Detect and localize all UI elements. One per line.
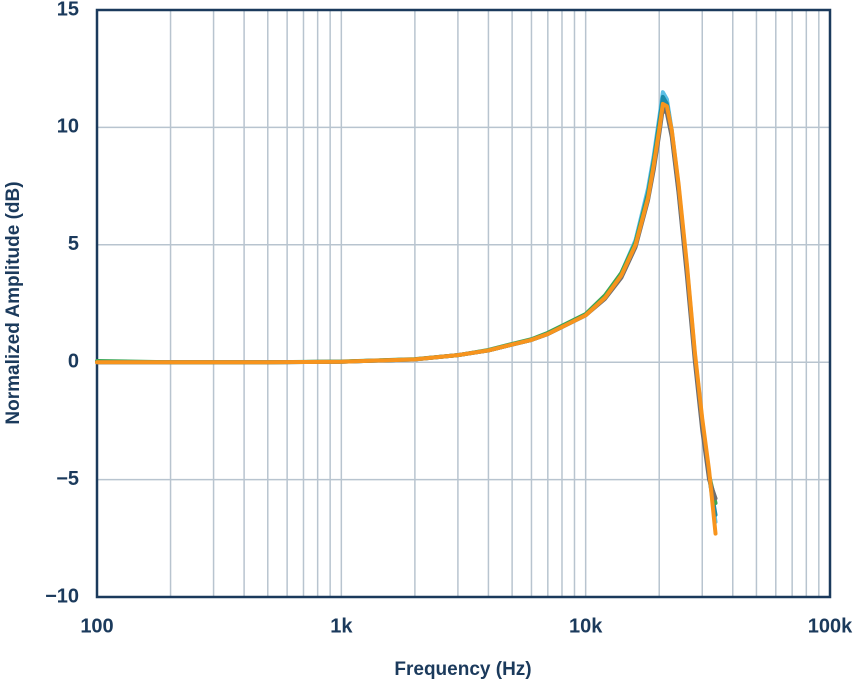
x-tick-label: 1k [330,615,353,637]
x-axis-title: Frequency (Hz) [394,659,531,680]
y-tick-label: −5 [56,468,79,490]
x-tick-label: 100k [808,615,853,637]
y-tick-label: 5 [68,233,79,255]
series-line [95,90,718,524]
y-tick-label: 10 [57,116,79,138]
y-tick-label: 0 [68,350,79,372]
series-line [95,101,718,536]
series-line [95,94,718,517]
y-tick-label: 15 [57,0,79,20]
series-line [95,106,718,501]
series-line [95,101,718,506]
x-tick-label: 100 [80,615,113,637]
x-tick-label: 10k [569,615,603,637]
y-axis-title: Normalized Amplitude (dB) [3,181,24,424]
plot-frame [95,8,832,599]
y-tick-label: −10 [45,585,79,607]
